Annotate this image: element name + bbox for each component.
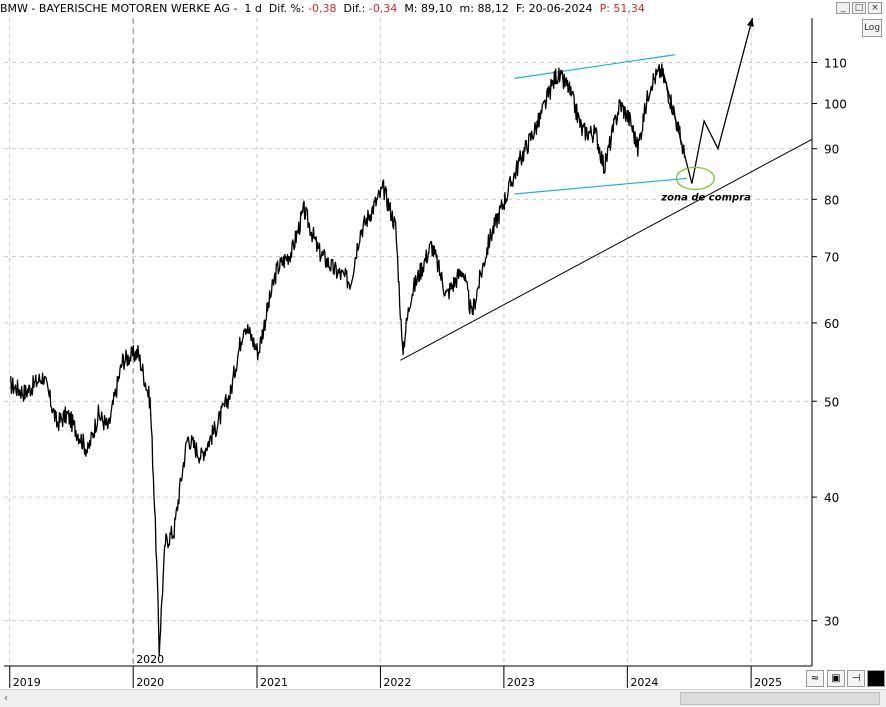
dif-pct-label: Dif. %: (268, 2, 305, 15)
y-tick-label: 30 (824, 615, 839, 629)
x-axis: 2019 2020 2020 2021 2022 2023 2024 2025 (9, 653, 782, 689)
zoom-icon[interactable]: ≈ (806, 670, 824, 687)
dif-label: Dif.: (343, 2, 366, 15)
highlight-tick-label: 2020 (136, 653, 164, 666)
save-icon[interactable]: ▣ (827, 670, 845, 687)
dif-pct-value: -0,38 (308, 2, 337, 15)
channel-lower-line (514, 177, 687, 195)
y-tick-label: 40 (824, 491, 839, 505)
x-tick-label: 2019 (13, 676, 41, 689)
buy-zone-ellipse (675, 166, 715, 190)
projection-path (662, 17, 754, 184)
x-tick-label: 2025 (754, 676, 782, 689)
y-tick-label: 90 (824, 143, 839, 157)
restore-button[interactable]: □ (852, 2, 866, 14)
horizontal-scrollbar[interactable]: ‹ (0, 689, 886, 707)
scroll-left-icon[interactable]: ‹ (4, 693, 8, 704)
y-tick-label: 50 (824, 395, 839, 409)
log-scale-button[interactable]: Log (862, 19, 882, 37)
price-series (9, 63, 686, 657)
p-value: 51,34 (613, 2, 645, 15)
dif-value: -0,34 (368, 2, 398, 15)
color-swatch-icon[interactable] (867, 670, 885, 687)
x-tick-label: 2020 (136, 676, 164, 689)
projection-arrowhead (746, 18, 754, 27)
interval-label: 1 d (244, 2, 262, 15)
y-tick-label: 110 (824, 56, 847, 70)
y-tick-label: 100 (824, 97, 847, 111)
chart-header: BMW - BAYERISCHE MOTOREN WERKE AG - 1 d … (0, 0, 886, 18)
symbol-label: BMW - BAYERISCHE MOTOREN WERKE AG - (0, 2, 238, 15)
pin-icon[interactable]: ⊣ (847, 670, 865, 687)
x-tick-label: 2023 (507, 676, 535, 689)
f-value: 20-06-2024 (528, 2, 593, 15)
channel-upper-line (514, 54, 675, 79)
x-tick-label: 2024 (630, 676, 658, 689)
window-controls: _ □ × (836, 2, 882, 14)
price-line (9, 63, 686, 657)
m2-value: 88,12 (477, 2, 509, 15)
m2-label: m: (459, 2, 474, 15)
y-axis: 30 40 50 60 70 80 90 100 110 (812, 56, 847, 629)
chart-drawings: zona de compra (400, 17, 813, 361)
support-trendline (400, 138, 813, 361)
scroll-thumb[interactable] (680, 692, 880, 705)
m-value: 89,10 (421, 2, 453, 15)
p-label: P: (599, 2, 610, 15)
minimize-button[interactable]: _ (836, 2, 850, 14)
m-label: M: (404, 2, 418, 15)
y-tick-label: 80 (824, 193, 839, 207)
x-tick-label: 2022 (383, 676, 411, 689)
chart-grid (4, 18, 813, 667)
buy-zone-label: zona de compra (660, 192, 751, 203)
y-tick-label: 70 (824, 251, 839, 265)
f-label: F: (515, 2, 526, 15)
y-tick-label: 60 (824, 317, 839, 331)
close-button[interactable]: × (868, 2, 882, 14)
x-tick-label: 2021 (260, 676, 288, 689)
